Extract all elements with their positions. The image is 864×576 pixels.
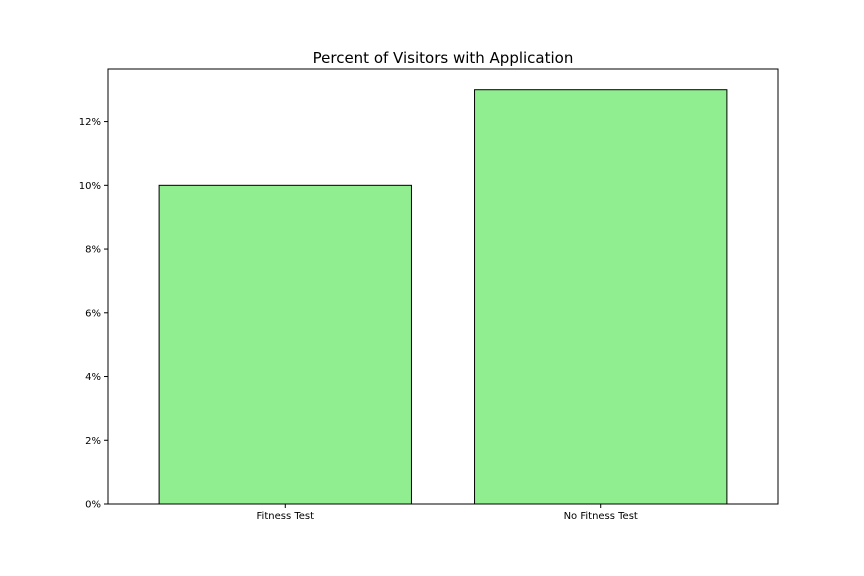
y-tick-label: 8% bbox=[85, 245, 101, 256]
bar-fitness-test bbox=[158, 184, 412, 505]
x-tick-label: No Fitness Test bbox=[564, 511, 638, 522]
y-tick-label: 4% bbox=[85, 372, 101, 383]
y-tick-label: 6% bbox=[85, 308, 101, 319]
bars-layer bbox=[158, 89, 728, 505]
y-tick-label: 12% bbox=[79, 117, 101, 128]
y-tick-label: 2% bbox=[85, 436, 101, 447]
y-axis: 0% 2% 4% 6% 8% 10% 12% bbox=[79, 117, 108, 511]
chart-title: Percent of Visitors with Application bbox=[313, 49, 574, 67]
y-tick-label: 10% bbox=[79, 181, 101, 192]
plot-frame bbox=[107, 68, 779, 505]
x-axis: Fitness Test No Fitness Test bbox=[257, 504, 638, 522]
y-tick-label: 0% bbox=[85, 500, 101, 511]
x-tick-label: Fitness Test bbox=[257, 511, 315, 522]
bar-no-fitness-test bbox=[474, 89, 728, 505]
